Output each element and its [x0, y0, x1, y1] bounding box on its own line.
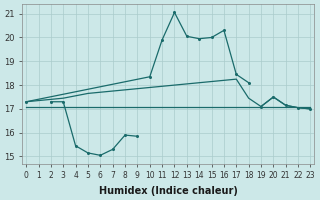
X-axis label: Humidex (Indice chaleur): Humidex (Indice chaleur) — [99, 186, 238, 196]
